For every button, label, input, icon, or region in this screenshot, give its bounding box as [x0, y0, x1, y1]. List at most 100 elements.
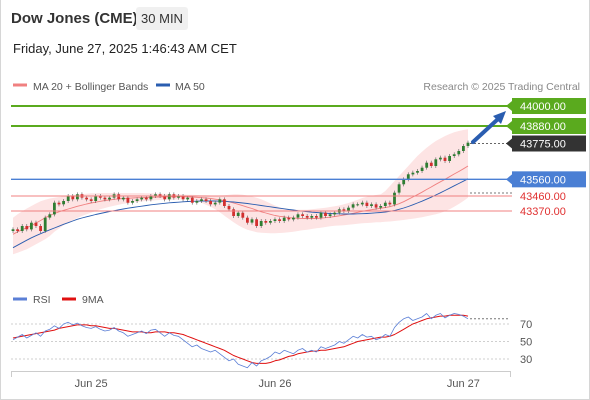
candle-body: [282, 217, 286, 221]
instrument-title: Dow Jones (CME): [11, 10, 138, 27]
candle-body: [429, 162, 433, 166]
candle-body: [296, 214, 300, 218]
resistance-level-label: 43880.00: [520, 121, 566, 133]
candle-body: [30, 222, 33, 230]
candle-body: [53, 202, 56, 215]
candle-body: [319, 212, 323, 218]
candle-body: [126, 197, 130, 203]
candle-body: [425, 162, 429, 168]
candle-body: [154, 194, 157, 196]
candle-body: [71, 196, 75, 200]
candle-body: [397, 184, 401, 193]
timestamp: Friday, June 27, 2025 1:46:43 AM CET: [13, 41, 237, 56]
support-level-label: 43370.00: [520, 206, 566, 218]
candle-body: [85, 197, 88, 200]
candle-body: [181, 196, 185, 200]
candle-body: [393, 192, 396, 205]
candle-body: [370, 204, 373, 206]
pivot-label-pointer: [506, 174, 512, 185]
candle-body: [305, 216, 309, 218]
candle-body: [448, 156, 451, 161]
candle-body: [457, 151, 461, 155]
candle-body: [360, 202, 364, 205]
candle-body: [434, 159, 438, 166]
candle-body: [411, 172, 415, 175]
candle-body: [62, 201, 65, 205]
candle-body: [94, 196, 98, 201]
x-tick-label: Jun 26: [258, 378, 291, 390]
candle-body: [347, 207, 350, 211]
candle-body: [167, 194, 171, 200]
candle-body: [98, 196, 102, 198]
candle-body: [273, 219, 277, 221]
candle-body: [328, 214, 332, 216]
candle-body: [66, 196, 70, 201]
support-level-label: 43460.00: [520, 191, 566, 203]
candle-body: [135, 199, 139, 201]
candle-body: [292, 217, 295, 220]
candle-body: [186, 197, 190, 200]
candle-body: [39, 226, 42, 231]
rsi-legend-label: RSI: [33, 294, 51, 306]
ma20-legend-label: MA 20 + Bollinger Bands: [33, 81, 148, 93]
rsi-line: [12, 313, 469, 369]
candle-body: [200, 199, 203, 201]
last-price-pointer: [506, 138, 512, 149]
candle-body: [227, 206, 231, 210]
candle-body: [351, 204, 355, 208]
resistance-level-label: 44000.00: [520, 101, 566, 113]
candle-body: [48, 214, 52, 218]
candle-body: [76, 194, 79, 200]
x-tick-label: Jun 27: [447, 378, 480, 390]
rsi-level-label: 30: [520, 354, 532, 366]
candle-body: [25, 226, 29, 230]
candle-body: [250, 219, 254, 223]
candle-body: [406, 174, 410, 180]
x-tick-label: Jun 25: [75, 378, 108, 390]
x-axis-labels: Jun 25 Jun 26 Jun 27: [75, 378, 480, 390]
candle-body: [204, 199, 208, 201]
candle-body: [388, 202, 392, 205]
forecast-arrow: [471, 111, 506, 144]
candle-body: [310, 216, 314, 218]
candle-body: [89, 199, 93, 201]
candle-body: [246, 217, 249, 223]
candle-body: [342, 209, 346, 211]
candle-body: [379, 206, 383, 208]
ma20-legend-swatch: [13, 83, 27, 87]
rsi-level-label: 70: [520, 319, 532, 331]
chart-header: Dow Jones (CME) 30 MIN: [0, 0, 590, 38]
candle-body: [108, 197, 111, 200]
candle-body: [365, 202, 369, 206]
candle-body: [462, 146, 465, 151]
ma20-line: [12, 165, 469, 235]
timeframe-button[interactable]: 30 MIN: [136, 7, 188, 30]
candle-body: [452, 154, 456, 156]
candle-body: [264, 221, 268, 223]
candle-body: [149, 196, 153, 200]
ma50-legend-label: MA 50: [175, 81, 205, 93]
candle-body: [223, 199, 226, 206]
candle-body: [232, 209, 235, 216]
candle-body: [213, 202, 217, 205]
credit-text: Research © 2025 Trading Central: [423, 81, 580, 93]
ma9-line: [12, 314, 469, 364]
candle-body: [416, 171, 419, 173]
candle-body: [241, 212, 245, 218]
candle-body: [131, 201, 134, 203]
candle-body: [117, 194, 121, 200]
candle-body: [144, 197, 148, 200]
candle-body: [324, 212, 327, 216]
candle-body: [218, 199, 222, 203]
candle-body: [333, 212, 337, 215]
resistance-label-pointer: [506, 121, 512, 131]
candle-body: [163, 196, 167, 200]
candle-body: [236, 212, 240, 216]
candle-body: [420, 167, 424, 171]
ma9-legend-label: 9MA: [82, 294, 104, 306]
candle-body: [140, 197, 144, 200]
bollinger-band-fill: [13, 129, 468, 255]
candle-body: [259, 221, 263, 226]
candle-body: [443, 157, 447, 161]
